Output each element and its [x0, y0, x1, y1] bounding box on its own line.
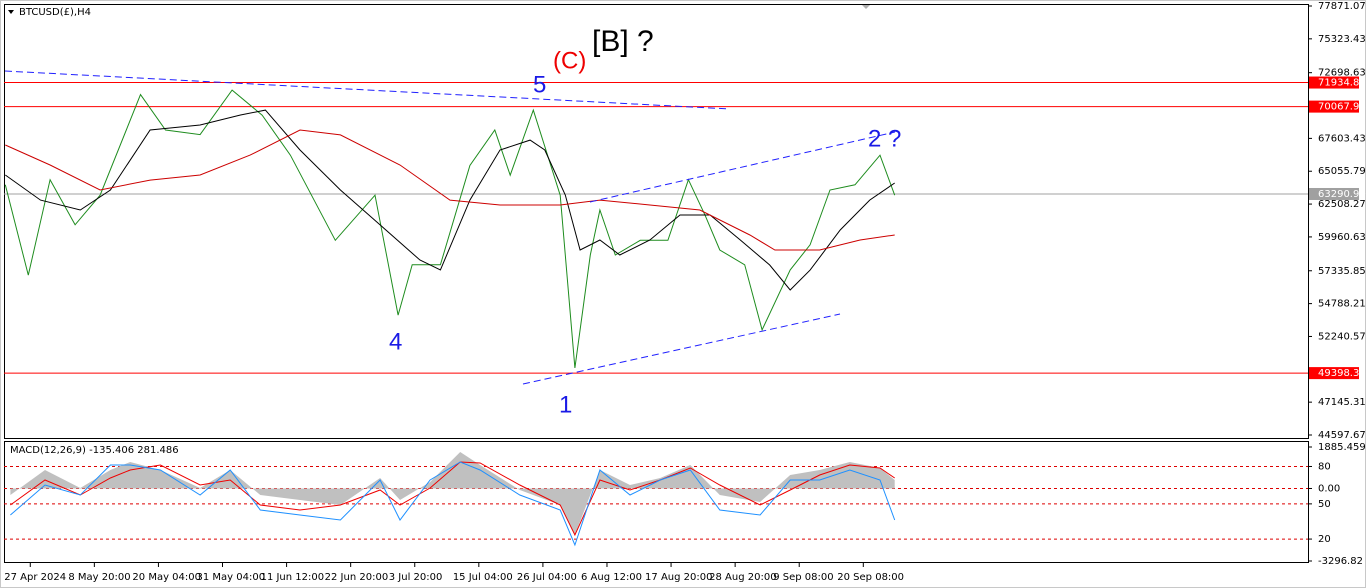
line: [10, 461, 895, 537]
line: [10, 461, 896, 547]
y-tick-label: 75323.43: [1318, 34, 1366, 45]
wave-label: 4: [389, 328, 402, 355]
y-tick-label: 65055.79: [1318, 166, 1366, 177]
wave-label: 2 ?: [868, 125, 901, 152]
menu-triangle[interactable]: [8, 10, 14, 14]
trend-line: [589, 131, 896, 203]
x-tick-label: 11 Jun 12:00: [261, 572, 325, 583]
y-tick-label: 47145.31: [1318, 397, 1366, 408]
current-price-label: 63290.90: [1318, 189, 1366, 200]
price-panel: [4, 4, 1309, 439]
x-tick-label: 20 May 04:00: [132, 572, 201, 583]
trend-line: [522, 313, 841, 385]
wave-label: (C): [553, 47, 586, 74]
y-tick-label: 0.00: [1318, 483, 1340, 494]
x-tick-label: 27 Apr 2024: [4, 572, 66, 583]
x-tick-label: 20 Sep 08:00: [837, 572, 904, 583]
y-tick-label: 59960.63: [1318, 232, 1366, 243]
y-tick-label: -3296.82: [1318, 556, 1363, 567]
level-tag: [1309, 76, 1359, 89]
symbol-title: BTCUSD(£),H4: [19, 7, 91, 18]
y-tick-label: 67603.43: [1318, 133, 1366, 144]
y-tick-label: 72698.63: [1318, 68, 1366, 79]
y-tick-label: 1885.459: [1318, 442, 1366, 453]
level-tag: [1309, 367, 1359, 380]
level-label: 71934.81: [1318, 78, 1366, 89]
x-tick-label: 9 Sep 08:00: [773, 572, 833, 583]
level-label: 49398.38: [1318, 368, 1366, 379]
line: [5, 129, 895, 251]
y-tick-label: 62508.27: [1318, 199, 1366, 210]
y-tick-label: 77871.07: [1318, 1, 1366, 12]
line: [5, 109, 895, 291]
y-tick-label: 80: [1318, 461, 1331, 472]
shift-marker: [862, 5, 870, 9]
wave-label: 5: [533, 71, 546, 98]
level-tag: [1309, 100, 1359, 113]
y-tick-label: 54788.21: [1318, 299, 1366, 310]
trend-lines: [4, 70, 896, 385]
x-tick-label: 3 Jul 20:00: [389, 572, 443, 583]
x-tick-label: 6 Aug 12:00: [581, 572, 642, 583]
x-tick-label: 28 Aug 20:00: [709, 572, 776, 583]
wave-label: 1: [559, 391, 572, 418]
wave-label: [B] ?: [592, 25, 654, 58]
macd-title: MACD(12,26,9) -135.406 281.486: [10, 445, 179, 456]
macd-panel: [4, 441, 1309, 563]
x-tick-label: 26 Jul 04:00: [517, 572, 577, 583]
level-label: 70067.98: [1318, 102, 1366, 113]
y-tick-label: 52240.57: [1318, 331, 1366, 342]
y-tick-label: 57335.85: [1318, 266, 1366, 277]
current-price-tag: [1309, 187, 1359, 200]
plot: 77871.07 75323.43 72698.63 67603.43 65055.79…: [4, 1, 1366, 583]
x-tick-label: 31 May 04:00: [197, 572, 266, 583]
x-tick-label: 8 May 20:00: [68, 572, 130, 583]
y-tick-label: 50: [1318, 499, 1331, 510]
x-tick-label: 15 Jul 04:00: [453, 572, 513, 583]
x-tick-label: 22 Jun 20:00: [325, 572, 389, 583]
y-tick-label: 20: [1318, 534, 1331, 545]
x-tick-label: 17 Aug 20:00: [645, 572, 712, 583]
y-tick-label: 44597.67: [1318, 430, 1366, 441]
histogram-area: [10, 452, 895, 535]
